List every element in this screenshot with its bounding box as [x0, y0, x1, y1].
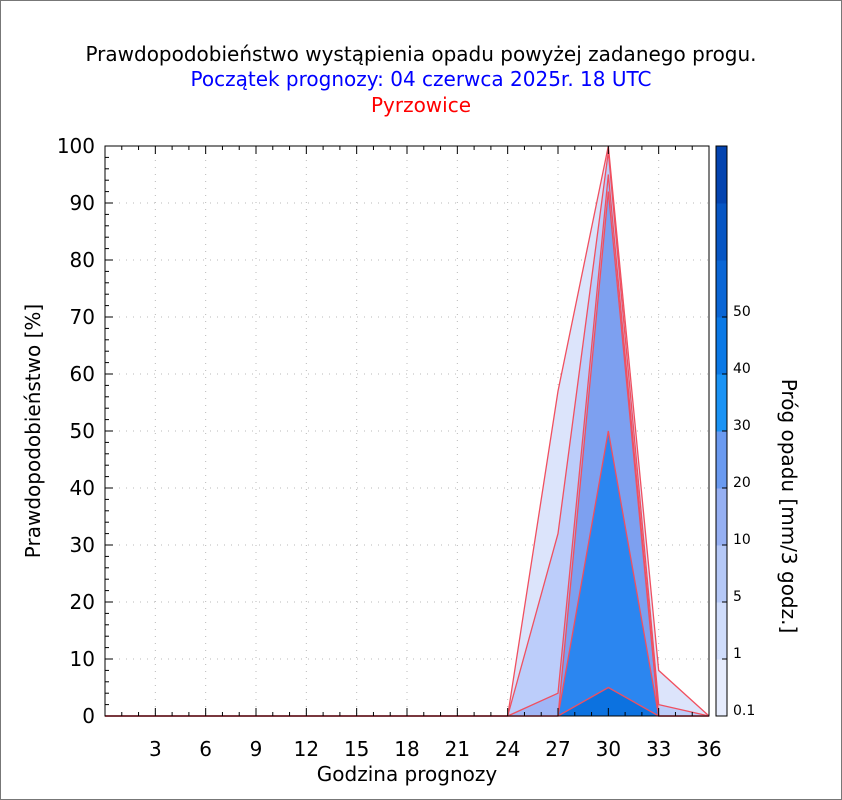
x-tick-label: 3	[149, 737, 162, 761]
y-tick-label: 20	[70, 590, 95, 614]
y-axis-ticks: 0 10 20 30 40 50 60 70 80 90 100	[57, 134, 113, 728]
colorbar-segment	[716, 374, 727, 432]
x-axis-ticks: 3 6 9 12 15 18 21 24 27 30 33 36	[104, 146, 722, 761]
colorbar-tick-label: 0.1	[733, 703, 755, 719]
colorbar-tick-label: 30	[733, 418, 751, 434]
colorbar-tick-label: 5	[733, 589, 742, 605]
colorbar-segment	[716, 659, 727, 717]
colorbar-tick-label: 10	[733, 532, 751, 548]
x-tick-label: 21	[445, 737, 470, 761]
y-tick-label: 0	[82, 704, 95, 728]
area-series-1	[105, 151, 709, 716]
x-tick-label: 12	[294, 737, 319, 761]
x-tick-label: 24	[495, 737, 520, 761]
area-series-30	[105, 687, 709, 716]
y-tick-label: 10	[70, 647, 95, 671]
y-tick-label: 30	[70, 533, 95, 557]
colorbar-segment	[716, 602, 727, 660]
x-tick-label: 36	[696, 737, 721, 761]
colorbar-segment	[716, 260, 727, 318]
y-tick-label: 50	[70, 419, 95, 443]
x-tick-label: 30	[596, 737, 621, 761]
y-axis-label: Prawdopodobieństwo [%]	[21, 304, 45, 558]
colorbar-segment	[716, 488, 727, 546]
y-tick-label: 70	[70, 305, 95, 329]
x-tick-label: 27	[545, 737, 570, 761]
y-tick-label: 90	[70, 191, 95, 215]
grid	[105, 146, 709, 716]
colorbar-label: Próg opadu [mm/3 godz.]	[777, 379, 801, 634]
x-tick-label: 15	[344, 737, 369, 761]
colorbar-segment	[716, 203, 727, 261]
y-tick-label: 100	[57, 134, 95, 158]
y-tick-label: 60	[70, 362, 95, 386]
colorbar: 0.1 1 5 10 20 30 40 50	[715, 145, 755, 719]
colorbar-tick-label: 1	[733, 646, 742, 662]
colorbar-segment	[716, 146, 727, 204]
colorbar-segment	[716, 431, 727, 489]
x-axis-label: Godzina prognozy	[317, 762, 498, 786]
colorbar-tick-label: 20	[733, 475, 751, 491]
chart-location: Pyrzowice	[370, 93, 472, 117]
x-tick-label: 18	[394, 737, 419, 761]
colorbar-tick-label: 40	[733, 361, 751, 377]
colorbar-segment	[716, 545, 727, 603]
x-tick-label: 33	[646, 737, 671, 761]
colorbar-segment	[716, 317, 727, 375]
chart-subtitle: Początek prognozy: 04 czerwca 2025r. 18 …	[190, 67, 652, 91]
y-tick-label: 40	[70, 476, 95, 500]
chart-title: Prawdopodobieństwo wystąpienia opadu pow…	[85, 42, 757, 66]
x-tick-label: 9	[250, 737, 263, 761]
area-series-20	[105, 431, 709, 716]
colorbar-tick-label: 50	[733, 304, 751, 320]
y-tick-label: 80	[70, 248, 95, 272]
x-tick-label: 6	[199, 737, 212, 761]
